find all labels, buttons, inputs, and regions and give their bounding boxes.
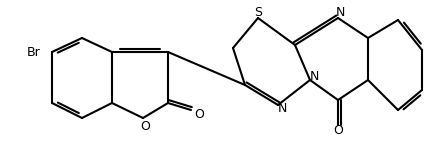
Text: N: N [309,71,319,83]
Text: O: O [194,109,204,122]
Text: S: S [254,5,262,19]
Text: Br: Br [27,46,41,58]
Text: N: N [277,102,287,115]
Text: N: N [335,5,345,19]
Text: O: O [140,119,150,132]
Text: O: O [333,124,343,136]
